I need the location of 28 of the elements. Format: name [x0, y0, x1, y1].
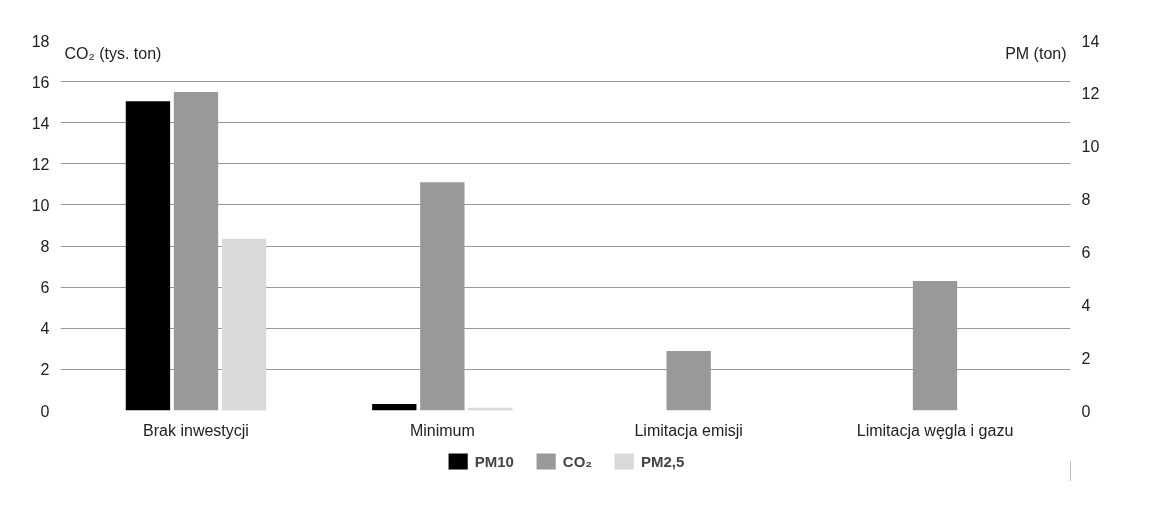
legend-label: PM10 [474, 452, 514, 470]
y-axis-title: CO₂ (tys. ton) [64, 44, 162, 62]
x-tick-label: Limitacja emisji [634, 421, 743, 439]
y-tick-label: 6 [40, 279, 50, 297]
y2-tick-label: 6 [1081, 243, 1091, 261]
x-tick-label: Limitacja węgla i gazu [856, 421, 1014, 439]
legend-label: PM2,5 [641, 452, 685, 470]
y-tick-label: 16 [31, 73, 50, 91]
x-tick-label: Minimum [409, 421, 475, 439]
y-tick-label: 14 [31, 114, 50, 132]
y2-tick-label: 14 [1081, 32, 1100, 50]
y2-tick-label: 8 [1081, 191, 1091, 209]
legend-label: CO₂ [562, 452, 592, 470]
y-tick-label: 8 [40, 238, 50, 256]
y-tick-label: 18 [31, 32, 50, 50]
y2-tick-label: 12 [1081, 85, 1100, 103]
y-tick-label: 2 [40, 361, 50, 379]
y-tick-label: 10 [31, 196, 50, 214]
y-tick-label: 4 [40, 320, 50, 338]
y-tick-label: 0 [40, 402, 50, 420]
y2-axis-title: PM (ton) [1005, 44, 1067, 62]
y2-tick-label: 2 [1081, 349, 1091, 367]
y2-tick-label: 10 [1081, 138, 1100, 156]
y-tick-label: 12 [31, 155, 50, 173]
bar [372, 403, 417, 411]
y2-tick-label: 0 [1081, 402, 1091, 420]
x-tick-label: Brak inwestycji [143, 421, 249, 439]
y2-tick-label: 4 [1081, 296, 1091, 314]
